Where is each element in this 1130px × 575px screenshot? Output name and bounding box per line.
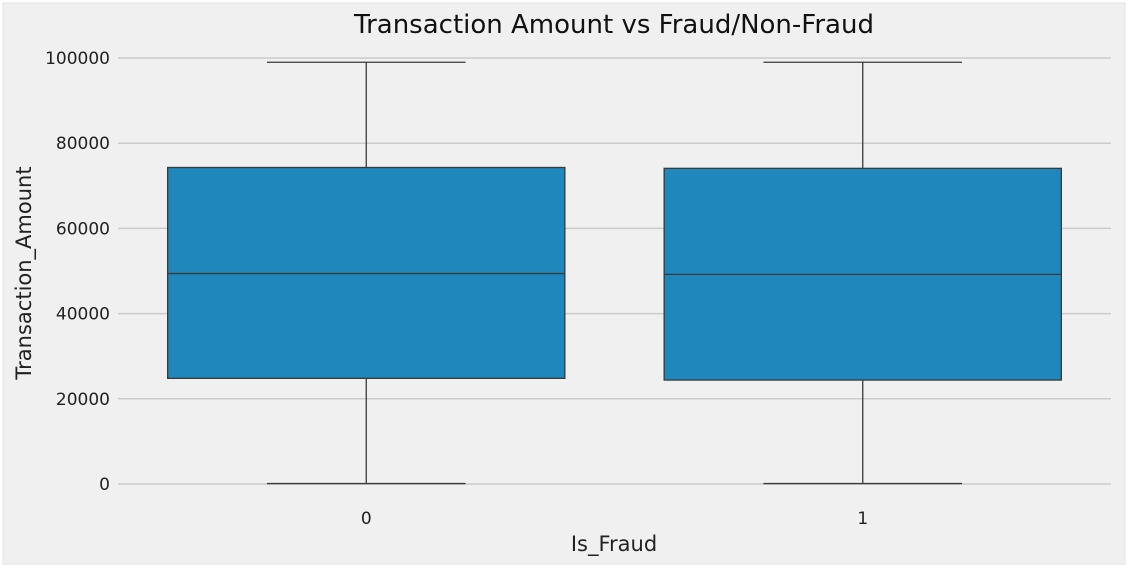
tick-labels: 0 20000 40000 60000 80000 100000 0 1 <box>45 49 868 529</box>
y-axis-label: Transaction_Amount <box>12 166 37 380</box>
box-series <box>166 61 1063 485</box>
y-tick-label: 60000 <box>56 219 110 239</box>
box-0 <box>166 61 566 485</box>
y-tick-label: 20000 <box>56 390 110 410</box>
chart-title: Transaction Amount vs Fraud/Non-Fraud <box>353 10 874 40</box>
box-1 <box>663 61 1063 485</box>
y-tick-label: 100000 <box>45 49 110 69</box>
y-tick-label: 40000 <box>56 305 110 325</box>
x-tick-label: 1 <box>857 509 868 529</box>
y-tick-label: 80000 <box>56 134 110 154</box>
y-tick-label: 0 <box>99 475 110 495</box>
x-tick-label: 0 <box>361 509 372 529</box>
x-axis-label: Is_Fraud <box>571 532 657 557</box>
